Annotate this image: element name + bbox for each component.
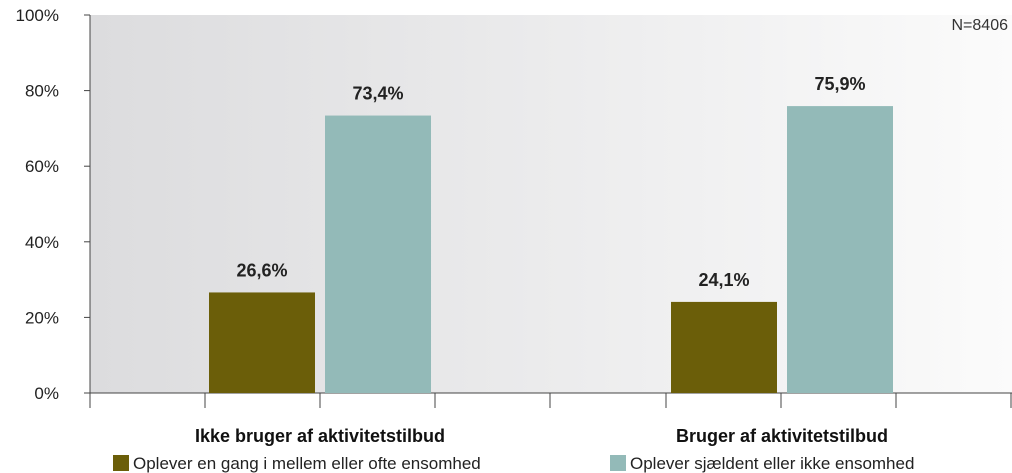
legend-label: Oplever en gang i mellem eller ofte enso… bbox=[133, 454, 481, 473]
x-category-label: Ikke bruger af aktivitetstilbud bbox=[195, 426, 445, 446]
axes: 0% 20% 40% 60% 80% 100% Ikke bruger af aktivit… bbox=[16, 6, 1012, 446]
bar-value-label: 24,1% bbox=[698, 270, 749, 290]
bar-sjaeldent-ensomhed-0 bbox=[325, 115, 431, 393]
y-tick-label: 80% bbox=[25, 82, 59, 101]
bar-value-label: 26,6% bbox=[236, 260, 287, 280]
y-tick-label: 0% bbox=[34, 384, 59, 403]
y-tick-label: 40% bbox=[25, 233, 59, 252]
legend-label: Oplever sjældent eller ikke ensomhed bbox=[630, 454, 914, 473]
y-tick-label: 60% bbox=[25, 157, 59, 176]
legend-swatch bbox=[113, 455, 129, 471]
legend: Oplever en gang i mellem eller ofte enso… bbox=[113, 454, 914, 473]
bar-sjaeldent-ensomhed-1 bbox=[787, 106, 893, 394]
bar-value-label: 75,9% bbox=[814, 74, 865, 94]
y-tick-label: 20% bbox=[25, 308, 59, 327]
bar-ofte-ensomhed-0 bbox=[209, 292, 315, 393]
sample-size-annotation: N=8406 bbox=[952, 17, 1009, 34]
x-category-label: Bruger af aktivitetstilbud bbox=[676, 426, 888, 446]
legend-swatch bbox=[610, 455, 626, 471]
bar-value-label: 73,4% bbox=[352, 84, 403, 104]
y-tick-label: 100% bbox=[16, 6, 59, 25]
bar-ofte-ensomhed-1 bbox=[671, 301, 777, 393]
value-labels: 26,6% 73,4% 24,1% 75,9% bbox=[236, 74, 865, 290]
bars bbox=[209, 106, 893, 394]
